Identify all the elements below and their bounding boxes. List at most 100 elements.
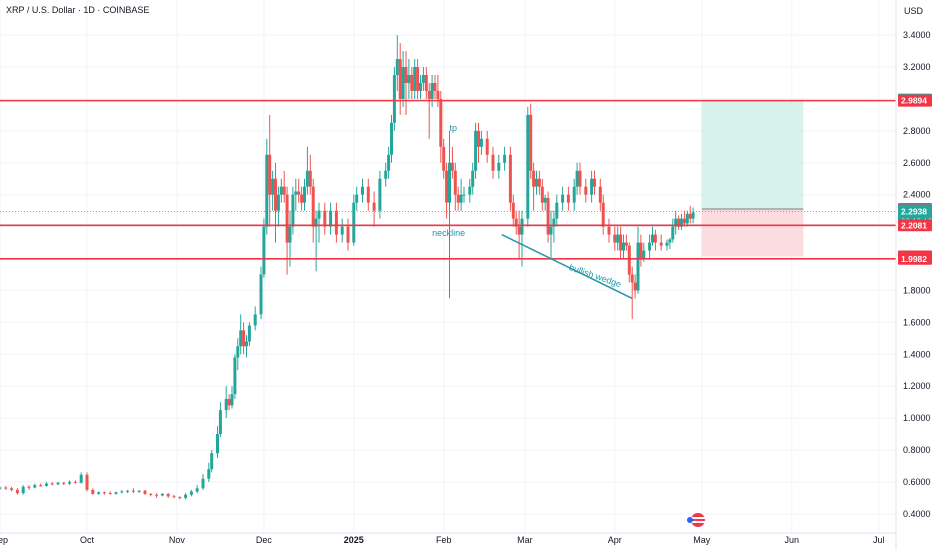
candle-body — [160, 493, 164, 496]
candle-body — [436, 90, 440, 99]
candle-body — [372, 202, 376, 211]
candle-body — [79, 474, 83, 483]
x-tick-label: 2025 — [344, 535, 364, 545]
candle-body — [651, 234, 654, 243]
candle-body — [671, 226, 675, 240]
currency-label[interactable]: USD — [904, 6, 924, 16]
y-tick-label: 1.4000 — [903, 349, 931, 359]
candle-body — [598, 186, 602, 203]
candle-body — [526, 114, 530, 219]
candle-body — [674, 218, 678, 227]
candle-body — [44, 483, 48, 486]
candle-body — [622, 242, 625, 251]
candle-body — [178, 497, 182, 499]
candle-body — [448, 162, 451, 203]
y-tick-label: 0.6000 — [903, 477, 931, 487]
candle-body — [688, 213, 692, 219]
candle-body — [685, 213, 689, 224]
x-tick-label: Sep — [0, 535, 8, 545]
candle-body — [189, 491, 193, 495]
candle-body — [143, 490, 147, 494]
candle-body — [471, 170, 475, 187]
candle-body — [155, 494, 159, 496]
candle-body — [300, 194, 304, 203]
time-axis[interactable]: Sep Oct Nov Dec 2025 Feb Mar Apr May Jun Jul — [0, 535, 884, 545]
candle-body — [619, 234, 623, 251]
candle-body — [413, 67, 417, 91]
x-tick-label: May — [693, 535, 711, 545]
y-tick-label: 1.8000 — [903, 285, 931, 295]
candle-body — [102, 492, 106, 494]
candle-body — [566, 194, 570, 203]
y-tick-label: 2.8000 — [903, 126, 931, 136]
candle-body — [297, 191, 301, 195]
candle-body — [491, 154, 495, 171]
candle-body — [427, 90, 431, 99]
candle-body — [218, 410, 222, 435]
candle-body — [537, 178, 541, 187]
last-price-label-text: 2.2938 — [901, 207, 927, 217]
candle-body — [201, 478, 205, 489]
candle-body — [39, 485, 43, 487]
candle-body — [395, 59, 399, 76]
lower-support-price-label-text: 1.9982 — [901, 254, 927, 264]
candle-body — [633, 282, 637, 291]
candle-body — [456, 194, 460, 203]
candle-body — [419, 82, 422, 91]
candle-body — [477, 130, 480, 147]
candle-body — [149, 493, 153, 495]
annotation-label: tp — [450, 123, 458, 133]
candle-body — [549, 226, 553, 235]
candle-body — [468, 186, 472, 195]
candle-body — [659, 242, 663, 246]
candle-body — [453, 170, 457, 195]
candle-body — [91, 489, 95, 494]
candle-body — [224, 398, 228, 411]
candle-body — [268, 154, 272, 195]
candle-body — [578, 170, 582, 187]
candle-body — [114, 492, 118, 494]
candle-body — [572, 186, 576, 203]
price-labels: 2.99602.98942.31072.293809:18:192.20812.… — [898, 93, 932, 265]
candle-body — [184, 494, 188, 498]
candle-body — [21, 486, 25, 494]
candle-body — [552, 218, 556, 227]
candle-body — [445, 170, 449, 203]
candle-body — [323, 210, 327, 227]
candle-body — [407, 75, 411, 83]
candle-body — [15, 489, 19, 494]
candle-body — [517, 226, 521, 235]
lower-support-price-label-bg — [898, 252, 932, 265]
candle-body — [540, 186, 544, 203]
candle-body — [288, 226, 292, 243]
candle-body — [535, 178, 538, 187]
x-tick-label: Jun — [784, 535, 799, 545]
y-tick-label: 2.6000 — [903, 158, 931, 168]
candle-body — [242, 330, 246, 347]
candle-body — [4, 487, 8, 489]
candle-body — [120, 491, 124, 493]
candle-body — [424, 75, 428, 91]
candle-body — [532, 170, 536, 187]
candle-body — [10, 488, 14, 490]
candle-body — [511, 202, 515, 219]
candle-body — [33, 485, 37, 488]
x-tick-label: Nov — [169, 535, 186, 545]
candle-body — [404, 67, 408, 83]
y-tick-label: 1.6000 — [903, 317, 931, 327]
candle-body — [303, 186, 306, 203]
candle-body — [653, 234, 657, 243]
candle-body — [355, 194, 359, 203]
candle-body — [677, 218, 681, 227]
candle-body — [691, 212, 695, 219]
candle-body — [227, 398, 231, 406]
candle-body — [593, 178, 596, 187]
candle-body — [56, 482, 60, 485]
candle-body — [390, 122, 393, 155]
resistance-price-label-bg — [898, 94, 932, 107]
candle-body — [27, 486, 31, 488]
x-tick-label: Dec — [256, 535, 273, 545]
candle-body — [308, 170, 312, 187]
candle-body — [485, 138, 489, 155]
